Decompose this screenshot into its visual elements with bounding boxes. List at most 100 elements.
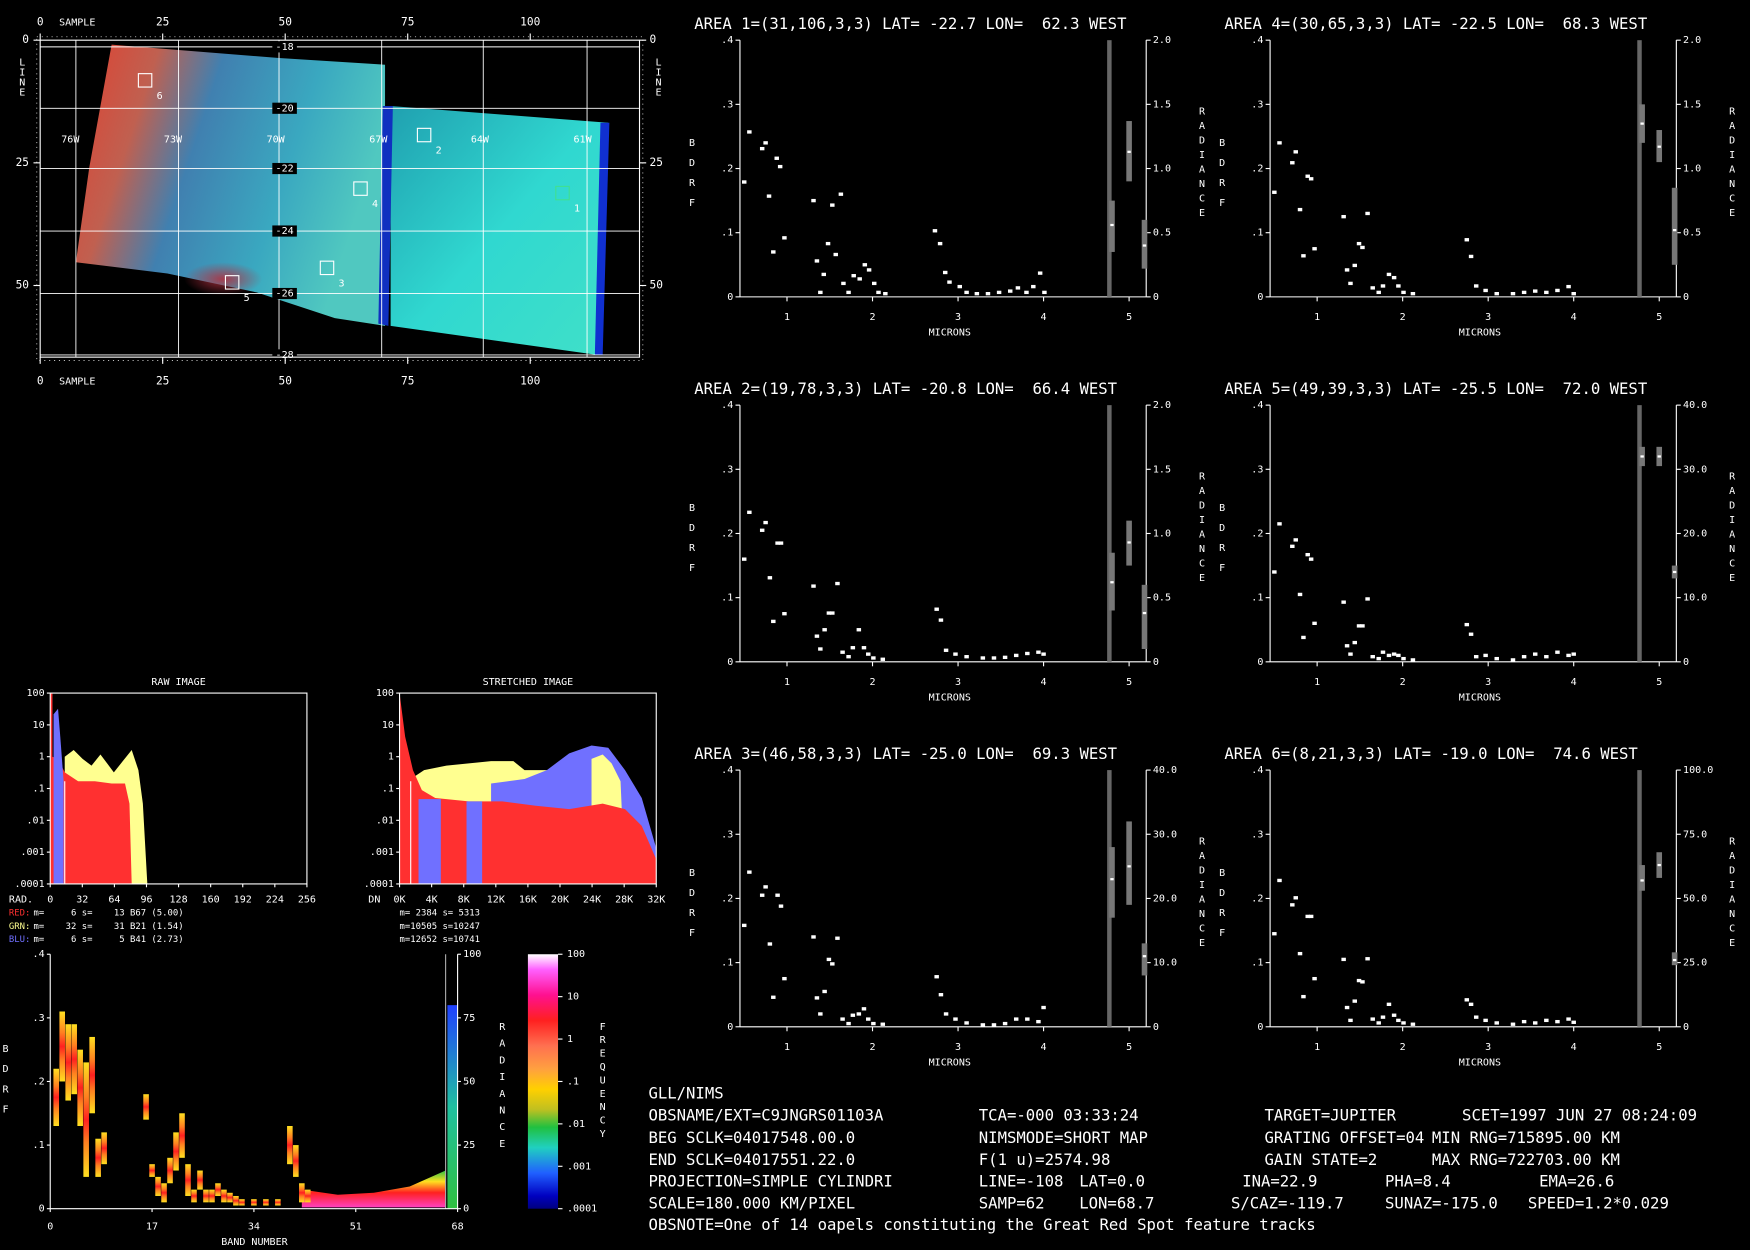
y2-tick-label: 10.0 (1153, 958, 1177, 969)
bdrf-point (1483, 1018, 1488, 1023)
band-strip (65, 1024, 71, 1101)
bdrf-point (1370, 655, 1375, 659)
area-box (555, 185, 570, 201)
bdrf-point (846, 1021, 851, 1026)
str-blue-stripe (418, 799, 441, 884)
bdrf-point (1025, 1017, 1030, 1021)
str-red-hist (399, 693, 657, 884)
bdrf-point (1571, 1020, 1576, 1024)
bdrf-point (814, 996, 820, 1000)
bdrf-point (1277, 141, 1282, 145)
bdrf-point (1352, 263, 1357, 268)
bdrf-point (1301, 635, 1306, 640)
band-strip (233, 1195, 239, 1206)
bdrf-point (1002, 655, 1008, 660)
bdrf-point (1401, 290, 1406, 295)
bdrf-point (1348, 281, 1353, 286)
y-tick-label: 1 (39, 752, 45, 763)
bdrf-point (1386, 272, 1392, 277)
bdrf-point (932, 229, 938, 233)
bdrf-point (747, 130, 752, 134)
band-strip (251, 1199, 257, 1206)
x-tick-label: 5 (1126, 312, 1132, 323)
x-tick-label: 0K (394, 895, 406, 906)
bdrf-point (980, 1023, 986, 1027)
bdrf-point (1036, 650, 1041, 654)
bdrf-point (1464, 238, 1470, 242)
bdrf-point (833, 252, 838, 257)
y-tick-label: .0001 (364, 879, 394, 890)
bdrf-point (835, 936, 840, 940)
radiance-point (1110, 878, 1114, 881)
bdrf-point (1341, 214, 1346, 219)
band-strip (185, 1164, 191, 1196)
bdrf-point (1521, 1019, 1527, 1024)
stat-text: m= 6 s= 13 B67 (5.00) (33, 908, 183, 918)
y2-tick-label: 1.5 (1153, 464, 1171, 475)
radiance-point (1672, 570, 1677, 574)
hist-title: STRETCHED IMAGE (483, 677, 574, 688)
bdrf-point (1401, 1021, 1406, 1025)
bdrf-point (835, 581, 840, 586)
bdrf-point (841, 281, 846, 286)
band-strip (59, 1011, 65, 1082)
y-tick-label: .3 (721, 99, 733, 110)
bdrf-point (747, 870, 752, 874)
lat-label-bg (272, 225, 297, 237)
bdrf-point (1396, 1018, 1401, 1023)
bdrf-point (1494, 656, 1499, 661)
bdrf-point (880, 657, 886, 661)
lon-label: 61W (574, 135, 593, 146)
bdrf-point (1386, 653, 1392, 658)
bdrf-point (1410, 658, 1416, 662)
band-strip (215, 1183, 221, 1196)
lat-label: -22 (276, 164, 294, 175)
colorbar-tick-label: .01 (567, 1119, 585, 1130)
y2-tick-label: 0 (1683, 292, 1689, 303)
bdrf-point (1013, 653, 1019, 658)
bdrf-point (938, 618, 944, 622)
info-text: END SCLK=04017551.22.0 (648, 1151, 855, 1169)
x-tick-label: 50 (278, 375, 291, 388)
bdrf-point (775, 541, 780, 545)
bdrf-point (1297, 592, 1303, 597)
y2-tick-label: 25 (463, 1140, 475, 1151)
bdrf-point (763, 141, 768, 145)
y2-tick-label: 0.5 (1153, 228, 1171, 239)
bdrf-point (1007, 289, 1013, 293)
y-tick-label: 50 (16, 279, 29, 292)
bdrf-point (850, 1013, 856, 1017)
x-tick-label: 5 (1126, 1042, 1132, 1053)
bdrf-point (818, 290, 823, 295)
x-axis-label: MICRONS (1459, 693, 1501, 704)
y2-tick-label: 100.0 (1683, 765, 1713, 776)
info-text: GLL/NIMS (648, 1084, 723, 1102)
y2-tick-label: 30.0 (1153, 829, 1177, 840)
y2-tick-label: 0.5 (1683, 228, 1701, 239)
x-tick-label: 3 (955, 312, 961, 323)
bdrf-point (1277, 522, 1282, 526)
y-tick-label: .0001 (14, 879, 44, 890)
y-tick-label: .001 (370, 847, 394, 858)
bdrf-point (1341, 600, 1346, 604)
bdrf-point (996, 290, 1002, 295)
bdrf-point (1521, 290, 1527, 295)
bdrf-point (1293, 896, 1298, 900)
y-tick-label: 10 (33, 720, 45, 731)
bdrf-point (937, 241, 943, 246)
bdrf-point (1272, 190, 1277, 194)
lon-label: 76W (61, 135, 80, 146)
x-axis-label: SAMPLE (59, 377, 95, 388)
band-strip (149, 1164, 155, 1177)
bdrf-point (1352, 640, 1357, 645)
band-strip (143, 1094, 149, 1120)
bdrf-point (943, 1012, 949, 1016)
bdrf-point (1391, 275, 1397, 280)
bdrf-point (1494, 1021, 1499, 1025)
y-tick-label: .1 (33, 784, 45, 795)
y-tick-label: .2 (1251, 893, 1263, 904)
y-tick-label: .01 (27, 815, 45, 826)
y-tick-label: 0 (727, 292, 733, 303)
